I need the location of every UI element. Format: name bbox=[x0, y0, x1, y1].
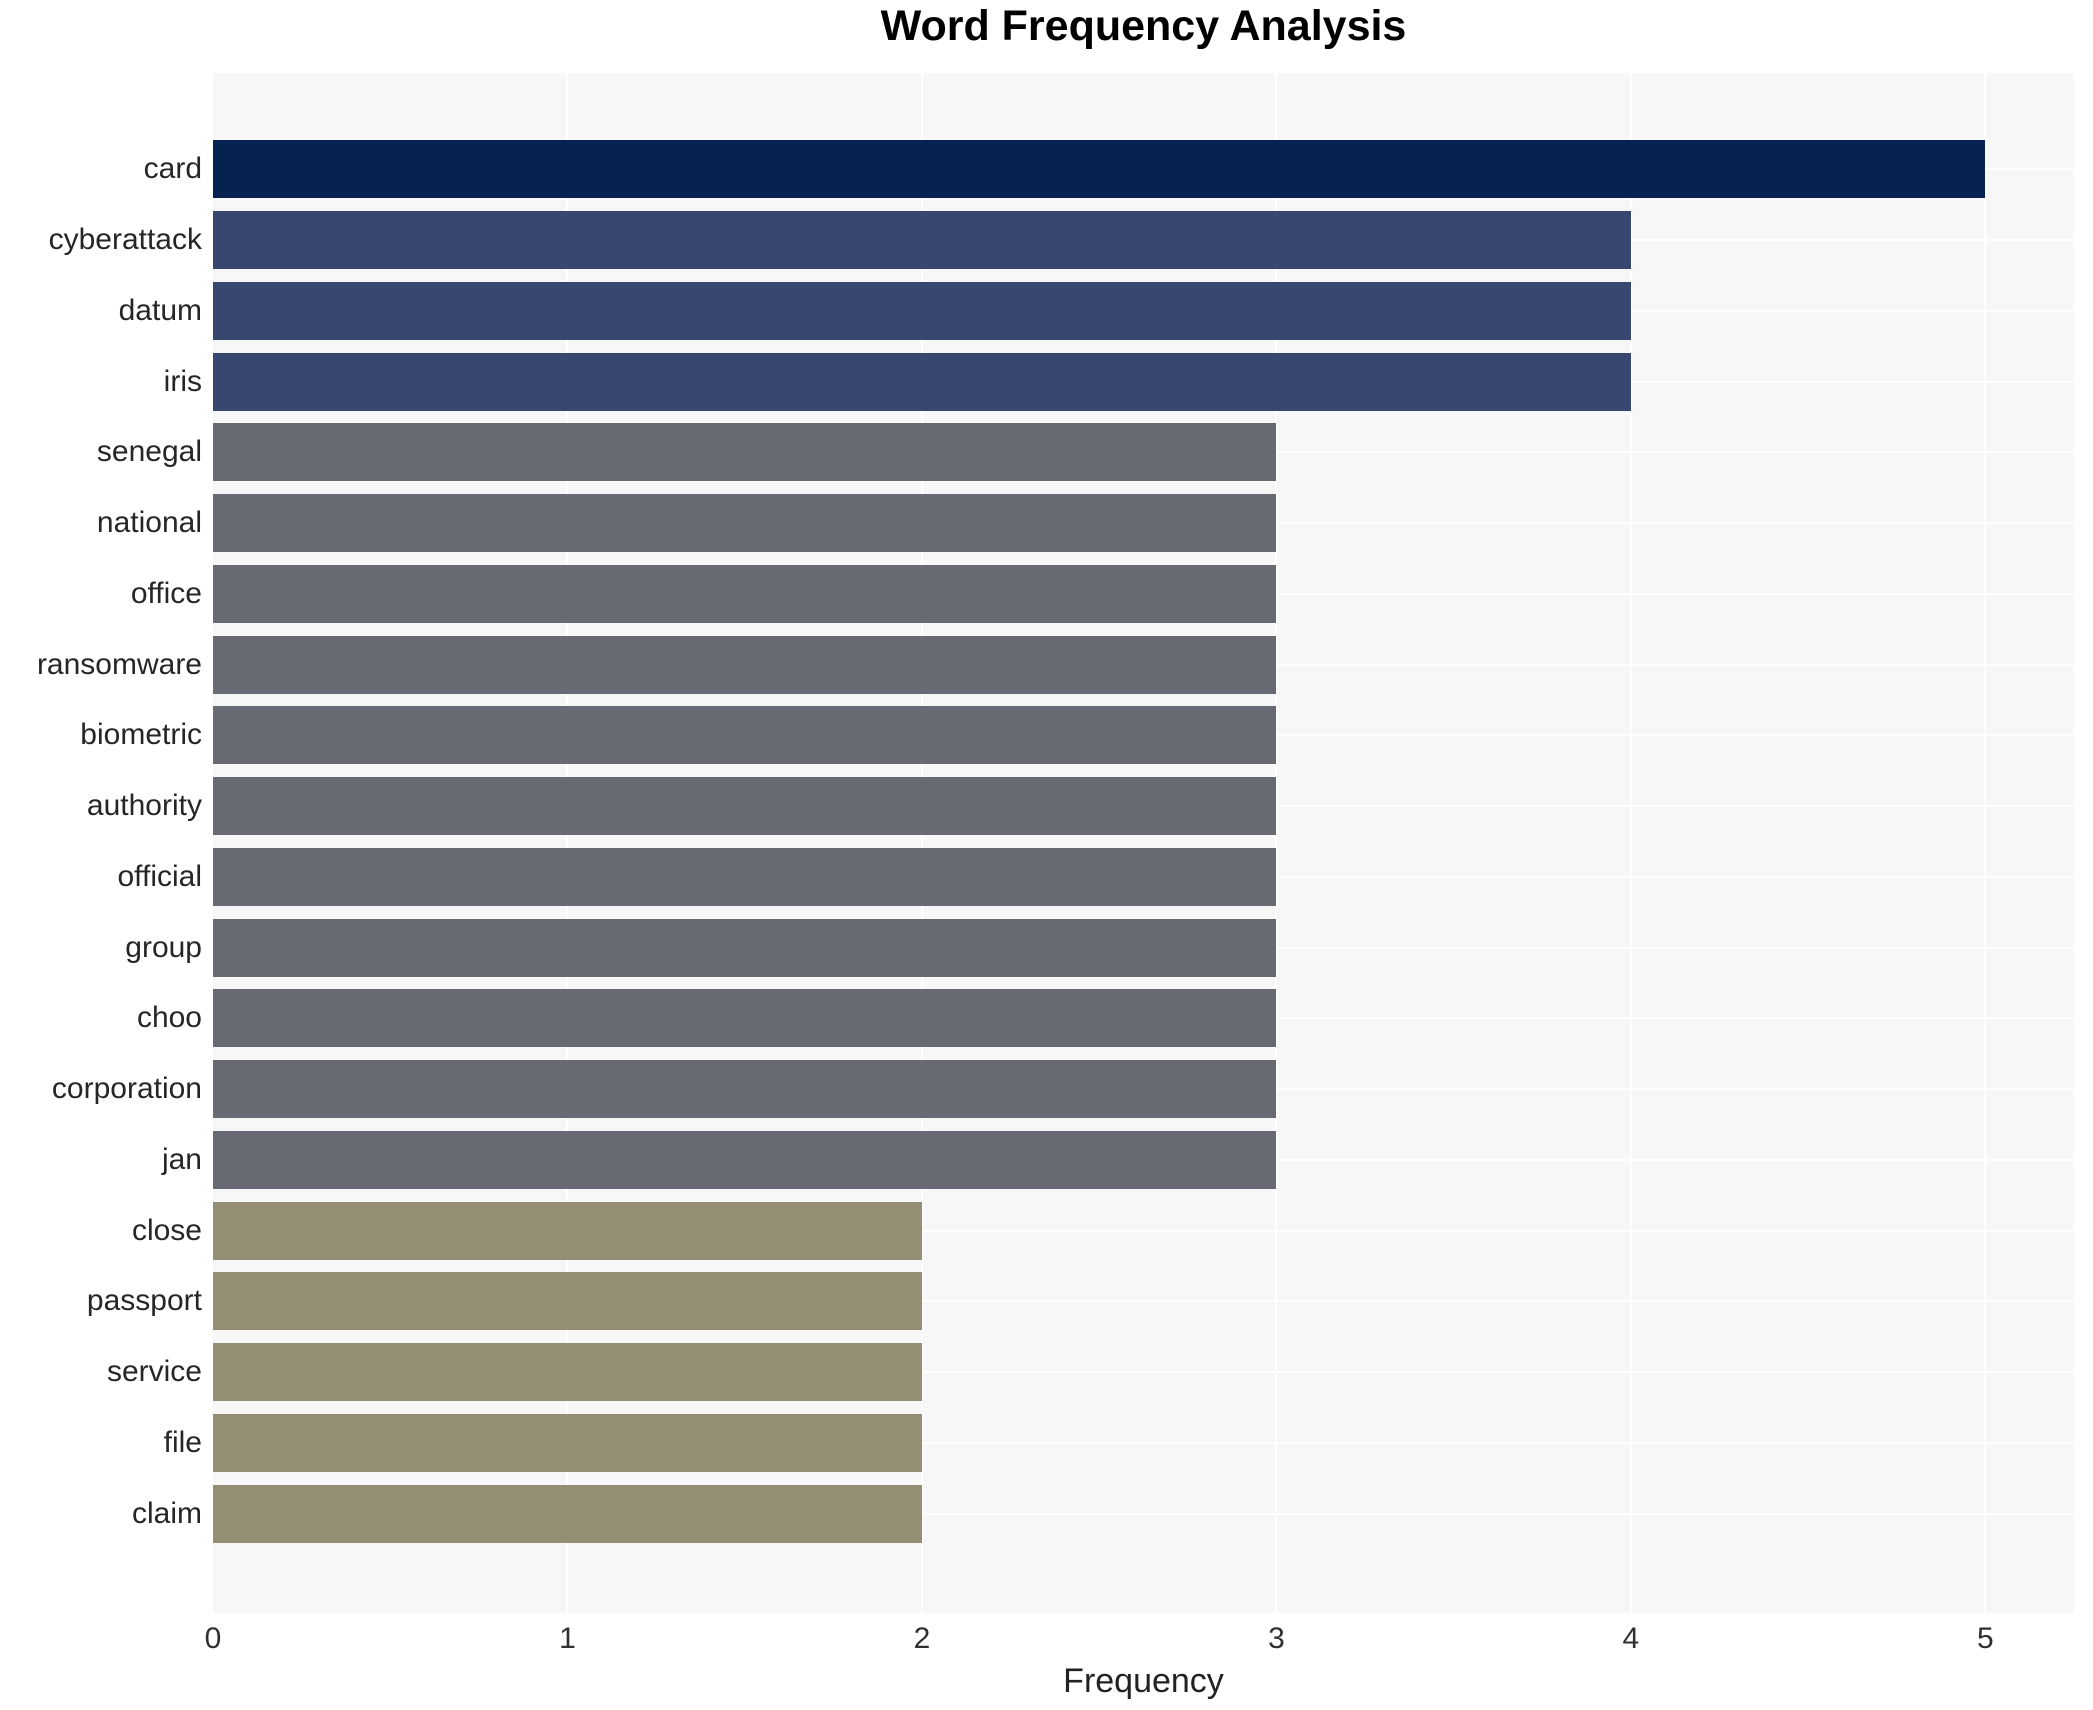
bar-row: authority bbox=[87, 771, 2074, 842]
category-label: datum bbox=[118, 293, 202, 327]
x-axis-tick: 0 bbox=[204, 1622, 222, 1655]
category-label: cyberattack bbox=[48, 223, 202, 257]
gridline-v bbox=[566, 73, 569, 1613]
frequency-bar bbox=[213, 211, 1631, 270]
category-label: official bbox=[117, 859, 203, 893]
bar-row: jan bbox=[162, 1125, 2074, 1196]
category-label: office bbox=[130, 576, 202, 610]
gridline-h bbox=[213, 1371, 2074, 1374]
frequency-bar bbox=[213, 706, 1277, 765]
plot-area: card cyberattack datum iris senegal national o… bbox=[37, 73, 2074, 1613]
frequency-bar bbox=[213, 1130, 1277, 1189]
x-axis-tick: 1 bbox=[559, 1622, 576, 1655]
category-label: card bbox=[143, 152, 202, 186]
bar-row: group bbox=[125, 912, 2074, 983]
frequency-bar bbox=[213, 352, 1631, 411]
category-label: claim bbox=[131, 1496, 202, 1530]
frequency-bar bbox=[213, 423, 1277, 482]
bar-row: senegal bbox=[97, 417, 2074, 488]
x-axis-label: Frequency bbox=[1063, 1662, 1224, 1700]
bar-rows: card cyberattack datum iris senegal national o… bbox=[37, 73, 2074, 1613]
gridline-h bbox=[213, 1229, 2074, 1232]
bar-row: datum bbox=[119, 276, 2074, 347]
category-label: jan bbox=[161, 1142, 202, 1176]
bar-row: official bbox=[118, 842, 2074, 913]
frequency-bar bbox=[213, 494, 1277, 553]
bar-row: file bbox=[164, 1408, 2074, 1479]
category-label: group bbox=[125, 930, 202, 964]
frequency-bar bbox=[213, 1413, 922, 1472]
frequency-bar bbox=[213, 1201, 922, 1260]
frequency-bar bbox=[213, 847, 1277, 906]
gridline-h bbox=[213, 1300, 2074, 1303]
bar-row: cyberattack bbox=[49, 205, 2074, 276]
category-label: national bbox=[96, 506, 202, 540]
bar-row: national bbox=[97, 488, 2074, 559]
x-axis: 0 1 2 3 4 5 bbox=[205, 1622, 2074, 1662]
category-label: authority bbox=[86, 789, 202, 823]
frequency-bar bbox=[213, 777, 1277, 836]
frequency-bar bbox=[213, 1272, 922, 1331]
bar-row: choo bbox=[137, 983, 2074, 1054]
bar-row: ransomware bbox=[37, 629, 2074, 700]
frequency-bar bbox=[213, 140, 1986, 199]
category-label: senegal bbox=[96, 435, 202, 469]
frequency-bar bbox=[213, 564, 1277, 623]
frequency-bar bbox=[213, 918, 1277, 977]
bar-row: corporation bbox=[52, 1054, 2074, 1125]
frequency-bar bbox=[213, 281, 1631, 340]
bar-row: service bbox=[107, 1337, 2074, 1408]
chart-title: Word Frequency Analysis bbox=[880, 2, 1407, 50]
bar-row: iris bbox=[164, 346, 2074, 417]
category-label: corporation bbox=[51, 1072, 202, 1106]
bar-row: biometric bbox=[80, 700, 2074, 771]
category-label: service bbox=[106, 1355, 202, 1389]
category-label: ransomware bbox=[36, 647, 202, 681]
frequency-bar bbox=[213, 1060, 1277, 1119]
frequency-bar bbox=[213, 635, 1277, 694]
gridline-v bbox=[1629, 73, 1632, 1613]
x-axis-tick: 4 bbox=[1622, 1622, 1640, 1655]
category-label: passport bbox=[86, 1284, 202, 1318]
bar-row: card bbox=[144, 134, 2074, 205]
gridline-h bbox=[213, 1441, 2074, 1444]
bar-row: claim bbox=[132, 1478, 2074, 1549]
category-label: choo bbox=[136, 1001, 202, 1035]
category-label: file bbox=[163, 1425, 202, 1459]
bar-row: close bbox=[132, 1195, 2074, 1266]
gridline-v bbox=[1275, 73, 1278, 1613]
category-label: biometric bbox=[80, 718, 202, 752]
frequency-bar bbox=[213, 989, 1277, 1048]
gridline-v bbox=[920, 73, 923, 1613]
category-label: close bbox=[131, 1213, 202, 1247]
bar-row: office bbox=[131, 559, 2074, 630]
frequency-bar bbox=[213, 1484, 922, 1543]
gridline-h bbox=[213, 1512, 2074, 1515]
category-label: iris bbox=[163, 364, 202, 398]
frequency-bar bbox=[213, 1343, 922, 1402]
gridline-v bbox=[1984, 73, 1987, 1613]
x-axis-tick: 2 bbox=[913, 1622, 931, 1655]
x-axis-tick: 3 bbox=[1268, 1622, 1285, 1655]
bar-row: passport bbox=[87, 1266, 2074, 1337]
x-axis-tick: 5 bbox=[1977, 1622, 1994, 1655]
